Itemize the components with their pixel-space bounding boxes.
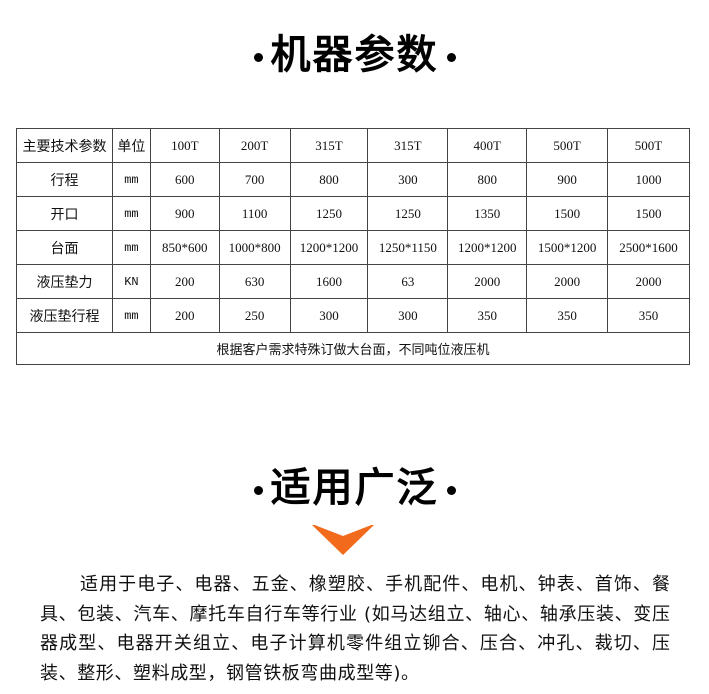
header-model: 400T bbox=[447, 128, 528, 163]
value-cell: 1600 bbox=[289, 264, 369, 299]
bullet-dot-icon bbox=[446, 485, 456, 495]
paragraph-line: 器成型、电器开关组立、电子计算机零件组立铆合、压合、冲孔、裁切、压 bbox=[40, 633, 670, 654]
value-cell: 300 bbox=[367, 162, 449, 197]
value-cell: 1350 bbox=[447, 196, 528, 231]
section-title-machine-params: 机器参数 bbox=[0, 22, 709, 80]
value-cell: 1500 bbox=[526, 196, 609, 231]
header-unit: 单位 bbox=[111, 128, 151, 163]
value-cell: 1500*1200 bbox=[526, 230, 609, 265]
value-cell: 250 bbox=[218, 298, 291, 333]
section-title-applications: 适用广泛 bbox=[0, 455, 709, 513]
value-cell: 1100 bbox=[218, 196, 291, 231]
unit-cell: mm bbox=[111, 162, 151, 197]
value-cell: 2000 bbox=[526, 264, 609, 299]
bullet-dot-icon bbox=[253, 52, 263, 62]
applications-paragraph: 适用于电子、电器、五金、橡塑胶、手机配件、电机、钟表、首饰、餐 具、包装、汽车、… bbox=[40, 570, 670, 688]
header-model: 200T bbox=[218, 128, 291, 163]
value-cell: 1200*1200 bbox=[289, 230, 369, 265]
value-cell: 200 bbox=[149, 298, 220, 333]
value-cell: 600 bbox=[149, 162, 220, 197]
table-note: 根据客户需求特殊订做大台面，不同吨位液压机 bbox=[16, 332, 690, 365]
value-cell: 1250 bbox=[289, 196, 369, 231]
value-cell: 200 bbox=[149, 264, 220, 299]
value-cell: 2000 bbox=[607, 264, 690, 299]
value-cell: 1250*1150 bbox=[367, 230, 449, 265]
paragraph-line: 装、整形、塑料成型，钢管铁板弯曲成型等)。 bbox=[40, 662, 420, 684]
paragraph-line: 适用于电子、电器、五金、橡塑胶、手机配件、电机、钟表、首饰、餐 bbox=[80, 574, 670, 595]
value-cell: 1000*800 bbox=[218, 230, 291, 265]
header-model: 100T bbox=[149, 128, 220, 163]
header-model: 500T bbox=[526, 128, 609, 163]
param-name: 开口 bbox=[16, 196, 113, 231]
title-text: 适用广泛 bbox=[270, 465, 439, 511]
chevron-down-icon bbox=[312, 524, 374, 555]
unit-cell: mm bbox=[111, 196, 151, 231]
value-cell: 1000 bbox=[607, 162, 690, 197]
param-name: 液压垫力 bbox=[16, 264, 113, 299]
value-cell: 630 bbox=[218, 264, 291, 299]
value-cell: 350 bbox=[607, 298, 690, 333]
table-note-row: 根据客户需求特殊订做大台面，不同吨位液压机 bbox=[16, 332, 690, 365]
value-cell: 900 bbox=[526, 162, 609, 197]
unit-cell: mm bbox=[111, 298, 151, 333]
value-cell: 800 bbox=[447, 162, 528, 197]
value-cell: 300 bbox=[367, 298, 449, 333]
bullet-dot-icon bbox=[253, 485, 263, 495]
value-cell: 350 bbox=[526, 298, 609, 333]
value-cell: 1250 bbox=[367, 196, 449, 231]
title-text: 机器参数 bbox=[270, 32, 439, 78]
value-cell: 63 bbox=[367, 264, 449, 299]
value-cell: 900 bbox=[149, 196, 220, 231]
unit-cell: KN bbox=[111, 264, 151, 299]
value-cell: 1500 bbox=[607, 196, 690, 231]
table-row: 台面 mm 850*600 1000*800 1200*1200 1250*1150 120… bbox=[16, 230, 690, 265]
spec-table: 主要技术参数 单位 100T 200T 315T 315T 400T 500T 500T 行程 mm… bbox=[16, 128, 690, 365]
table-row: 行程 mm 600 700 800 300 800 900 1000 bbox=[16, 162, 690, 197]
param-name: 行程 bbox=[16, 162, 113, 197]
header-model: 315T bbox=[367, 128, 449, 163]
bullet-dot-icon bbox=[446, 52, 456, 62]
value-cell: 2500*1600 bbox=[607, 230, 690, 265]
value-cell: 300 bbox=[289, 298, 369, 333]
value-cell: 1200*1200 bbox=[447, 230, 528, 265]
table-row: 液压垫行程 mm 200 250 300 300 350 350 350 bbox=[16, 298, 690, 333]
header-model: 500T bbox=[607, 128, 690, 163]
param-name: 液压垫行程 bbox=[16, 298, 113, 333]
header-param: 主要技术参数 bbox=[16, 128, 113, 163]
value-cell: 850*600 bbox=[149, 230, 220, 265]
unit-cell: mm bbox=[111, 230, 151, 265]
value-cell: 800 bbox=[289, 162, 369, 197]
table-row: 液压垫力 KN 200 630 1600 63 2000 2000 2000 bbox=[16, 264, 690, 299]
value-cell: 2000 bbox=[447, 264, 528, 299]
paragraph-line: 具、包装、汽车、摩托车自行车等行业 (如马达组立、轴心、轴承压装、变压 bbox=[40, 603, 670, 625]
header-model: 315T bbox=[289, 128, 369, 163]
value-cell: 700 bbox=[218, 162, 291, 197]
param-name: 台面 bbox=[16, 230, 113, 265]
value-cell: 350 bbox=[447, 298, 528, 333]
table-row: 开口 mm 900 1100 1250 1250 1350 1500 1500 bbox=[16, 196, 690, 231]
table-header-row: 主要技术参数 单位 100T 200T 315T 315T 400T 500T 500T bbox=[16, 128, 690, 163]
